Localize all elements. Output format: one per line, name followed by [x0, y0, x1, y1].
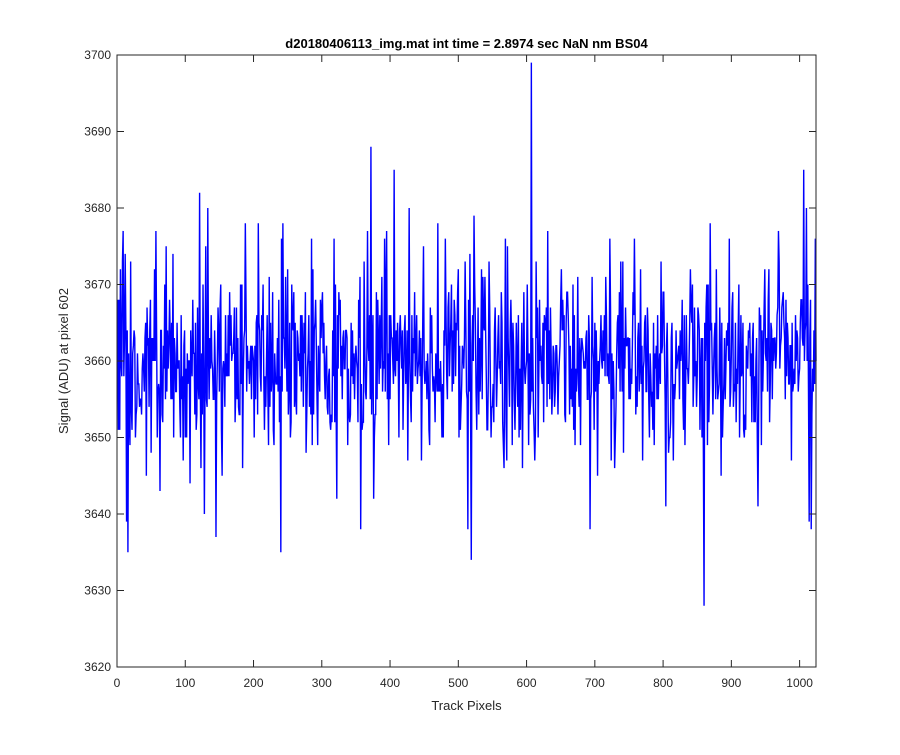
x-tick-label: 100	[175, 676, 195, 690]
y-tick-label: 3640	[84, 507, 111, 521]
data-layer	[116, 62, 817, 606]
x-tick-label: 0	[114, 676, 121, 690]
y-tick-label: 3700	[84, 48, 111, 62]
x-tick-label: 1000	[786, 676, 813, 690]
tick-layer: 0 100 200 300 400 500 600 700 800 900 1000 3620 3630…	[84, 48, 816, 690]
x-tick-label: 300	[312, 676, 332, 690]
x-axis-label: Track Pixels	[431, 698, 502, 713]
y-tick-label: 3650	[84, 431, 111, 445]
y-tick-label: 3630	[84, 584, 111, 598]
x-tick-label: 700	[585, 676, 605, 690]
x-tick-label: 400	[380, 676, 400, 690]
y-tick-label: 3670	[84, 278, 111, 292]
chart-title: d20180406113_img.mat int time = 2.8974 s…	[285, 36, 648, 51]
series-line-0	[116, 62, 817, 606]
x-tick-label: 600	[517, 676, 537, 690]
x-tick-label: 900	[721, 676, 741, 690]
x-tick-label: 800	[653, 676, 673, 690]
x-tick-label: 200	[244, 676, 264, 690]
y-tick-label: 3660	[84, 354, 111, 368]
x-tick-label: 500	[448, 676, 468, 690]
y-tick-label: 3680	[84, 201, 111, 215]
y-tick-label: 3690	[84, 125, 111, 139]
y-tick-label: 3620	[84, 660, 111, 674]
y-axis-label: Signal (ADU) at pixel 602	[56, 288, 71, 434]
